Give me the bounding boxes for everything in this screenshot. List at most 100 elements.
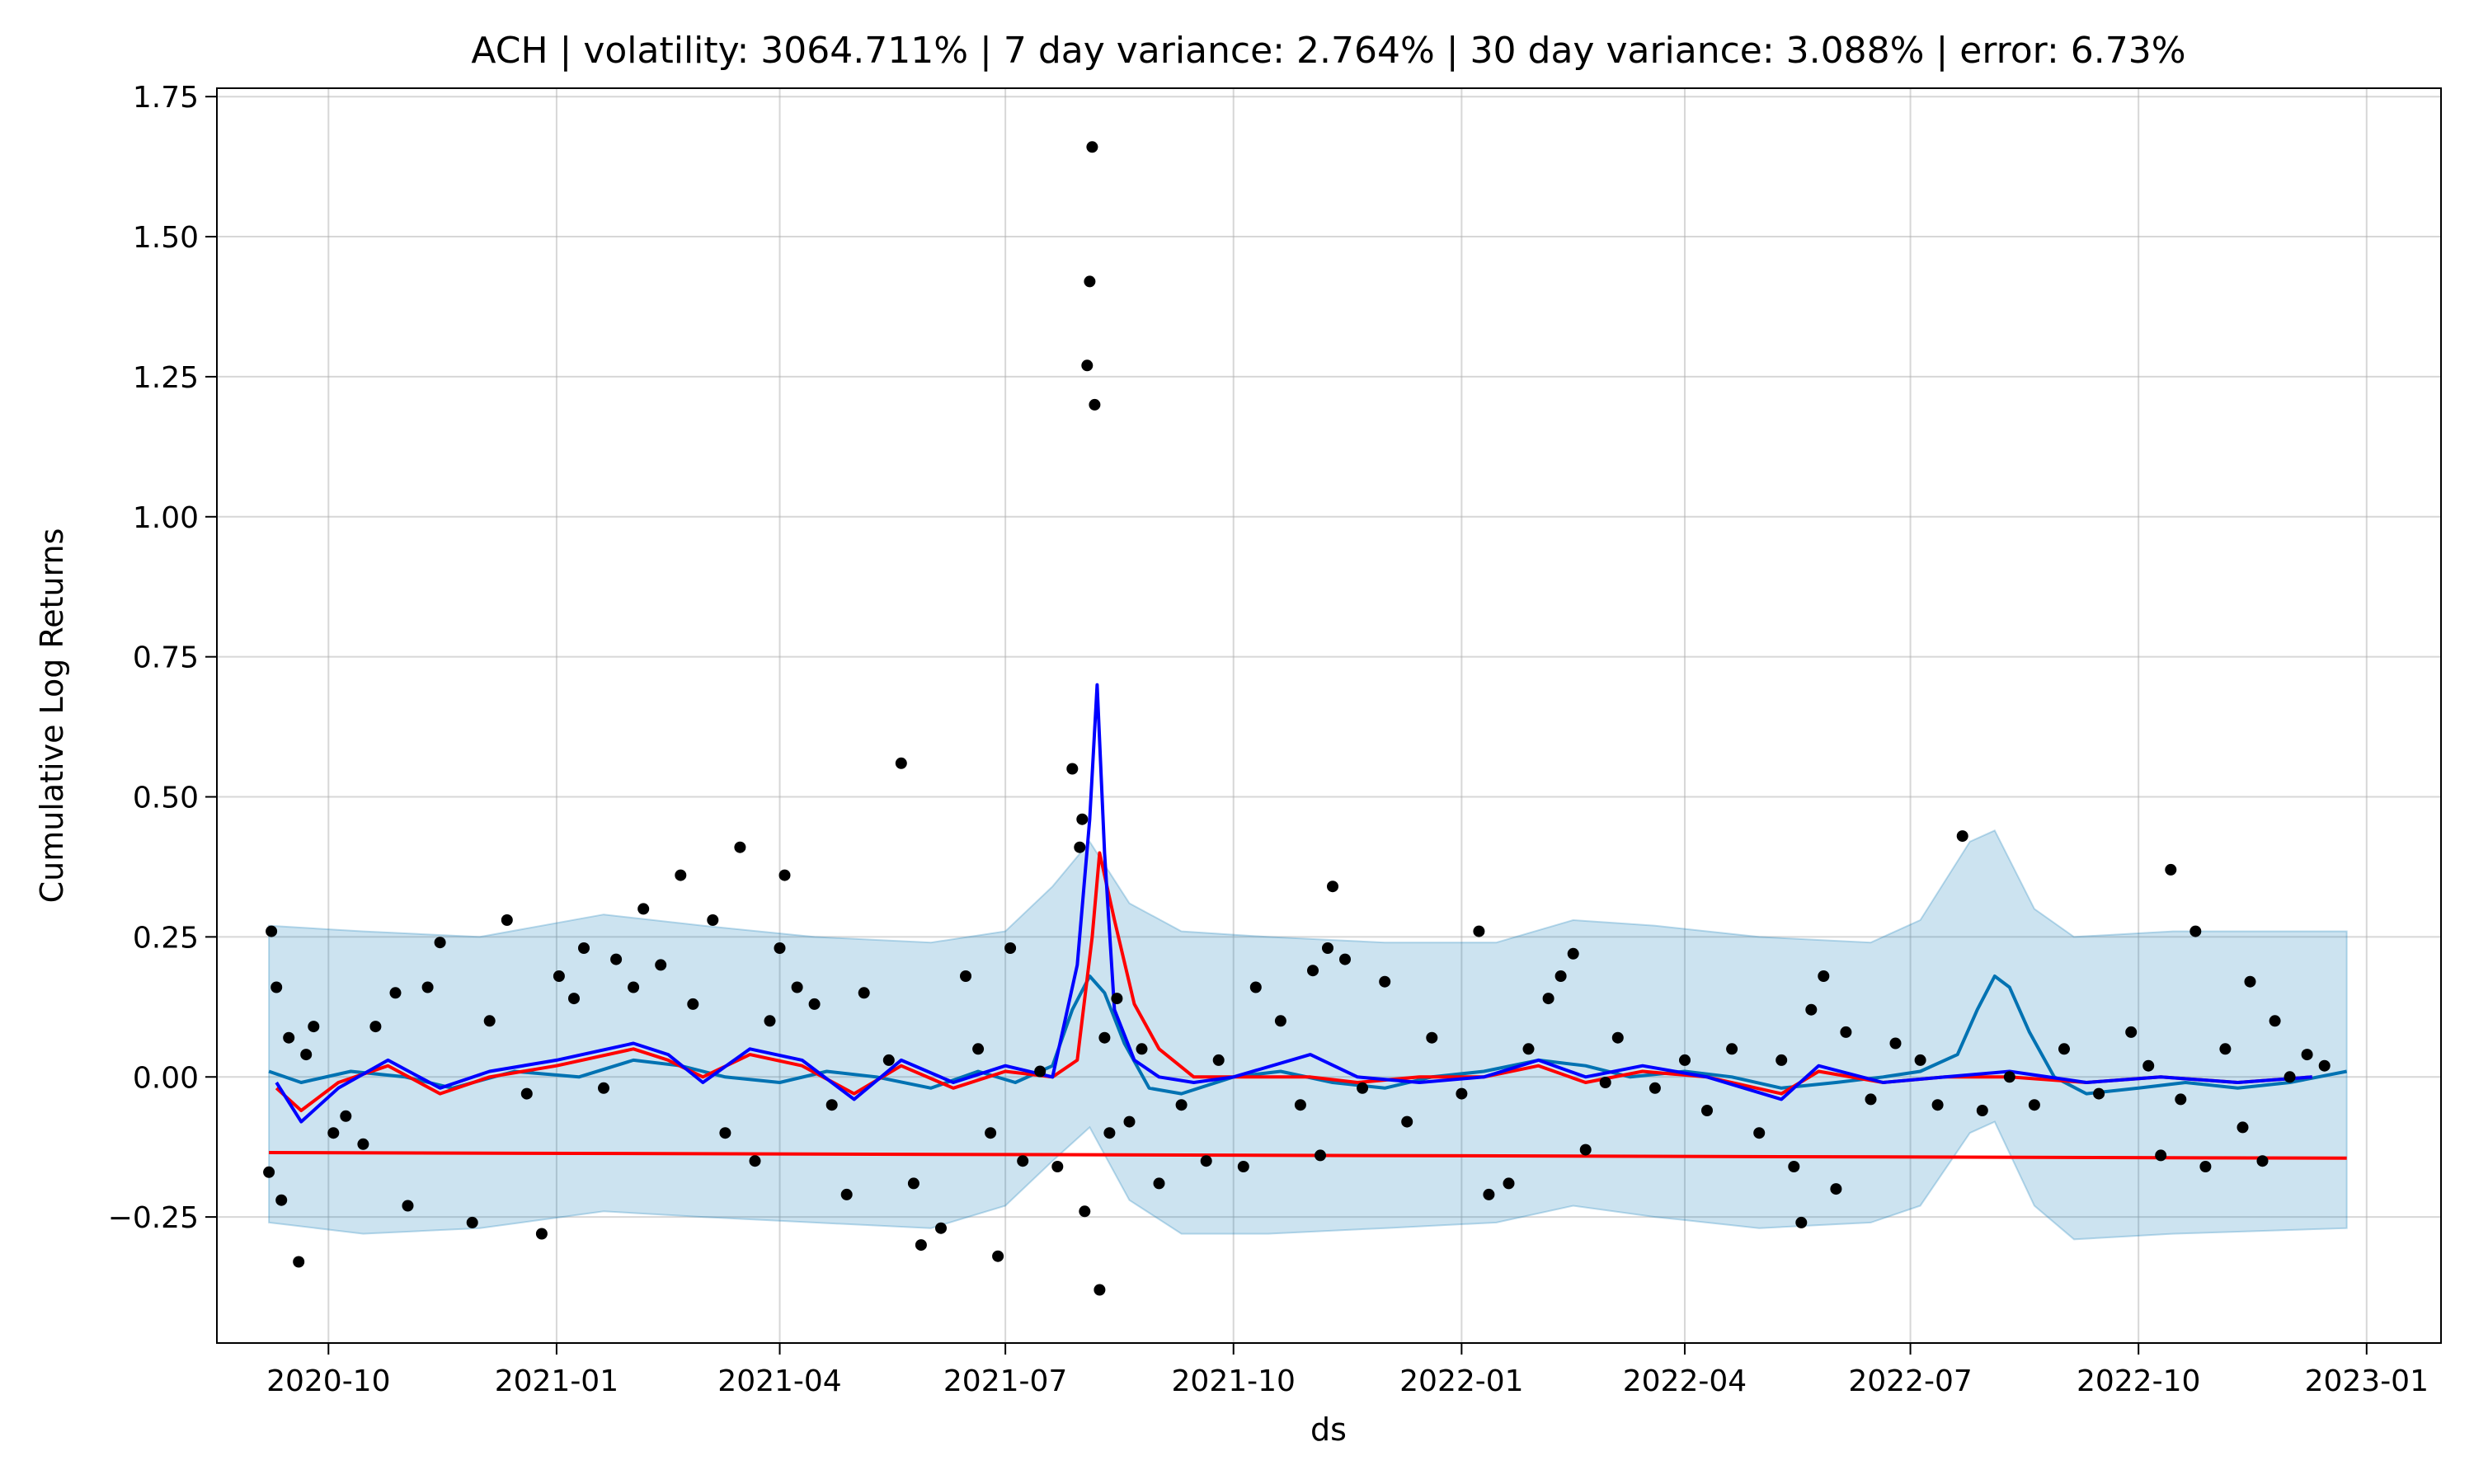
observed-point [2244, 975, 2256, 988]
observed-point [1579, 1144, 1592, 1156]
y-tick-label: 0.00 [133, 1061, 199, 1095]
observed-point [2155, 1149, 2167, 1162]
observed-point [501, 914, 513, 926]
x-tick-label: 2022-10 [2077, 1364, 2200, 1398]
observed-point [1200, 1155, 1212, 1167]
observed-point [1701, 1105, 1713, 1116]
observed-point [1753, 1127, 1766, 1139]
observed-point [791, 981, 803, 993]
observed-point [535, 1228, 548, 1240]
observed-point [2284, 1071, 2296, 1083]
observed-point [764, 1015, 776, 1027]
observed-point [2028, 1099, 2040, 1111]
observed-point [1522, 1043, 1535, 1055]
observed-point [421, 981, 434, 993]
observed-point [1840, 1026, 1852, 1038]
observed-point [2219, 1043, 2232, 1055]
observed-point [1004, 942, 1017, 954]
observed-point [1679, 1054, 1691, 1066]
observed-point [2269, 1015, 2281, 1027]
observed-point [840, 1188, 853, 1200]
observed-point [1599, 1077, 1611, 1088]
y-tick-label: 1.00 [133, 501, 199, 535]
observed-point [283, 1031, 295, 1044]
observed-point [266, 925, 278, 937]
observed-point [719, 1127, 731, 1139]
observed-point [1542, 993, 1554, 1005]
observed-point [1830, 1183, 1842, 1195]
observed-point [308, 1021, 320, 1033]
observed-point [1123, 1115, 1136, 1128]
observed-point [858, 987, 870, 999]
observed-point [1567, 947, 1579, 960]
plot-frame [216, 87, 2442, 1344]
x-tick-label: 2020-10 [266, 1364, 390, 1398]
observed-point [1086, 141, 1098, 153]
observed-point [907, 1177, 920, 1190]
observed-point [598, 1082, 609, 1094]
x-tick-label: 2021-10 [1172, 1364, 1296, 1398]
observed-point [1098, 1031, 1111, 1044]
observed-point [1931, 1099, 1944, 1111]
observed-point [707, 914, 719, 926]
observed-point [1357, 1082, 1369, 1094]
observed-point [1956, 830, 1968, 843]
observed-point [1483, 1188, 1495, 1200]
grid [217, 88, 2441, 1343]
observed-point [734, 841, 746, 853]
observed-point [2093, 1087, 2105, 1100]
observed-point [1914, 1054, 1926, 1066]
plot-area: 2020-10 2021-01 2021-04 2021-07 2021-10 2022-… [108, 81, 2442, 1398]
observed-point [553, 970, 565, 982]
uncertainty-band [268, 829, 2348, 1241]
observed-point [1111, 993, 1123, 1005]
y-tick-label: 1.75 [133, 81, 199, 115]
observed-point [1976, 1105, 1988, 1116]
y-axis-label: Cumulative Log Returns [34, 528, 70, 904]
x-axis: 2020-10 2021-01 2021-04 2021-07 2021-10 2022-… [266, 1343, 2429, 1398]
observed-point [637, 903, 650, 915]
observed-point [389, 987, 402, 999]
observed-point [1153, 1177, 1165, 1190]
observed-point [568, 993, 580, 1005]
observed-point [1074, 841, 1086, 853]
observed-point [2142, 1059, 2155, 1072]
observed-point [915, 1239, 927, 1252]
observed-point [1066, 763, 1079, 775]
observed-point [1136, 1043, 1148, 1055]
observed-point [1503, 1177, 1515, 1190]
observed-point [1889, 1037, 1902, 1050]
observed-point [1776, 1054, 1788, 1066]
observed-point [2256, 1155, 2269, 1167]
y-tick-label: 0.75 [133, 641, 199, 675]
observed-point [1076, 813, 1089, 825]
x-tick-label: 2021-04 [717, 1364, 841, 1398]
observed-point [935, 1222, 947, 1234]
observed-point [610, 953, 623, 965]
observed-point [960, 970, 971, 982]
observed-point [1818, 970, 1830, 982]
observed-point [369, 1021, 382, 1033]
observed-point [1322, 942, 1333, 954]
x-tick-label: 2021-07 [943, 1364, 1067, 1398]
observed-point [434, 937, 446, 949]
observed-point [2058, 1043, 2070, 1055]
observed-point [2003, 1071, 2015, 1083]
observed-point [675, 869, 687, 881]
observed-point [1401, 1115, 1413, 1128]
y-tick-label: 0.25 [133, 921, 199, 955]
observed-point [1805, 1003, 1818, 1016]
observed-point [2236, 1121, 2249, 1134]
observed-point [1237, 1161, 1249, 1172]
observed-point [263, 1166, 275, 1178]
observed-point [985, 1127, 997, 1139]
observed-point [1089, 398, 1101, 411]
observed-point [1327, 881, 1338, 893]
observed-point [1081, 359, 1094, 372]
observed-point [1554, 970, 1567, 982]
observed-point [270, 981, 283, 993]
y-tick-label: −0.25 [108, 1201, 199, 1235]
observed-point [578, 942, 590, 954]
observed-point [655, 959, 667, 971]
